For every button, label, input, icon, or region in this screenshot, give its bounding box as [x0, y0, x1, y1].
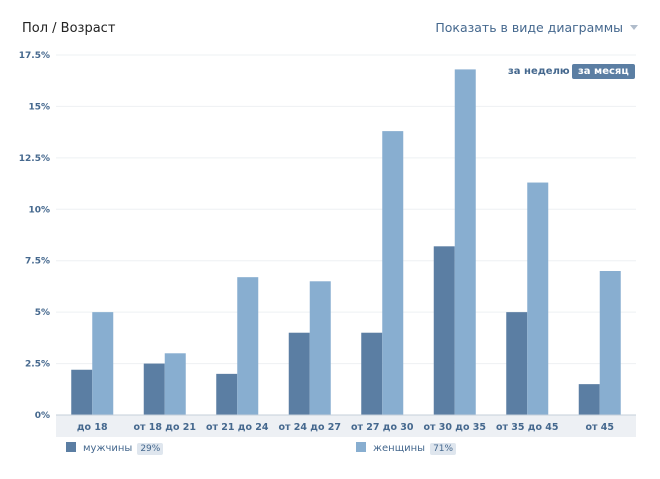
- bar-women: [454, 69, 476, 416]
- x-tick-label: от 27 до 30: [351, 422, 414, 433]
- y-tick-label: 17.5%: [19, 51, 50, 61]
- period-week-tab[interactable]: за неделю: [508, 66, 570, 77]
- y-tick-label: 5%: [35, 308, 50, 318]
- bar-men: [71, 369, 93, 415]
- bar-women: [164, 353, 186, 415]
- x-tick-label: от 30 до 35: [423, 422, 486, 433]
- y-tick-label: 0%: [35, 411, 50, 421]
- bar-women: [527, 182, 549, 415]
- bar-women: [599, 271, 621, 415]
- header: Пол / Возраст Показать в виде диаграммы: [22, 18, 638, 42]
- legend-percent-men: 29%: [137, 443, 164, 455]
- x-tick-label: от 21 до 24: [206, 422, 269, 433]
- page-title: Пол / Возраст: [22, 21, 116, 36]
- bar-men: [143, 363, 165, 415]
- view-toggle-label: Показать в виде диаграммы: [435, 20, 623, 35]
- x-tick-label: от 45: [585, 422, 614, 433]
- legend-item-women: женщины 71%: [356, 442, 457, 458]
- y-tick-label: 2.5%: [25, 360, 50, 370]
- bar-men: [216, 373, 238, 415]
- bar-women: [382, 131, 404, 415]
- x-tick-label: от 24 до 27: [278, 422, 341, 433]
- y-tick-label: 10%: [28, 205, 50, 215]
- legend-label-men: мужчины: [83, 443, 133, 454]
- bar-men: [578, 384, 600, 415]
- legend-item-men: мужчины 29%: [66, 442, 164, 458]
- legend-swatch-men: [66, 442, 76, 452]
- legend-label-women: женщины: [373, 443, 426, 454]
- bar-men: [288, 332, 310, 415]
- x-axis-band: [56, 415, 636, 437]
- x-tick-label: от 35 до 45: [496, 422, 559, 433]
- show-as-diagram-dropdown[interactable]: Показать в виде диаграммы: [435, 20, 638, 35]
- y-tick-label: 15%: [28, 102, 50, 112]
- bar-men: [361, 332, 383, 415]
- x-tick-label: от 18 до 21: [133, 422, 196, 433]
- period-month-tab[interactable]: за месяц: [572, 64, 635, 79]
- legend-swatch-women: [356, 442, 366, 452]
- bar-women: [92, 312, 114, 415]
- y-tick-label: 12.5%: [19, 154, 50, 164]
- x-tick-label: до 18: [77, 422, 108, 433]
- bar-women: [237, 277, 259, 415]
- legend-percent-women: 71%: [430, 443, 457, 455]
- bar-women: [309, 281, 331, 415]
- bar-men: [433, 246, 455, 415]
- y-tick-label: 7.5%: [25, 257, 50, 267]
- bar-men: [506, 312, 528, 415]
- chevron-down-icon: [630, 25, 638, 30]
